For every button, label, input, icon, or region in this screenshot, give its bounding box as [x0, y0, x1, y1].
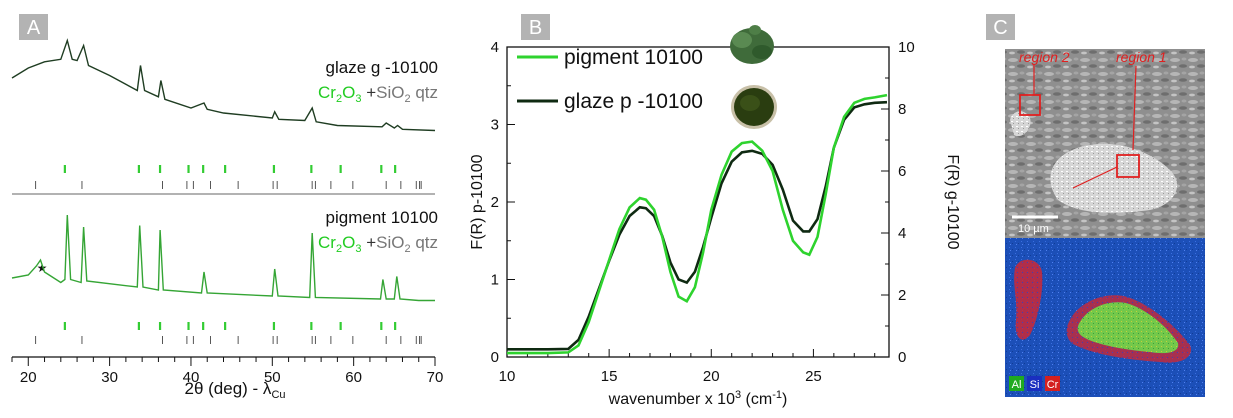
- y-tick-label-right: 8: [898, 101, 906, 118]
- panel-a: A glaze g -10100 Cr2O3 +SiO2 qtz pigment…: [11, 14, 443, 401]
- region-1-pointer: [1132, 65, 1137, 151]
- series-line-pigment: [11, 214, 435, 302]
- panel-b-y-label-right: F(R) g-10100: [944, 154, 961, 249]
- glaze-reflection-ticks: [35, 165, 422, 189]
- star-icon: ★: [37, 261, 48, 275]
- region-1-label: region 1: [1116, 49, 1167, 65]
- panel-c-letter-box: [986, 14, 1015, 40]
- eds-cr-region-left: [1014, 259, 1043, 340]
- panel-a-x-ticks: [11, 357, 436, 366]
- panel-a-letter: A: [27, 17, 41, 39]
- y-tick-label-right: 0: [898, 349, 906, 366]
- panel-a-x-label: 2θ (deg) - λCu: [185, 379, 286, 401]
- panel-b-letter-box: [521, 14, 550, 40]
- x-tick-label: 40: [183, 369, 200, 386]
- eds-al-region: [1077, 302, 1179, 354]
- y-tick-label-left: 3: [491, 117, 499, 134]
- pigment-label: pigment 10100: [326, 208, 438, 227]
- y-tick-label-left: 0: [491, 349, 499, 366]
- series-line-glaze-p: [507, 100, 888, 351]
- x-tick-label: 30: [101, 369, 118, 386]
- y-tick-label-left: 4: [491, 39, 499, 56]
- legend-label-glaze: glaze p -10100: [564, 90, 703, 113]
- y-tick-label-left: 1: [491, 272, 499, 289]
- legend-label-si: Si: [1030, 379, 1040, 391]
- panel-c: C region 2 region 1 10 µm Al Si Cr: [986, 14, 1205, 397]
- panel-a-x-tick-labels: 20 30 40 50 60 70: [20, 369, 443, 386]
- panel-b-y-label-left: F(R) p-10100: [469, 154, 486, 249]
- panel-b-right-tick-labels: 0 2 4 6 8 10: [898, 39, 915, 366]
- x-tick-label: 20: [703, 368, 720, 385]
- phase-label-top: Cr2O3 +SiO2 qtz: [318, 83, 438, 105]
- legend-swatch-al: [1009, 376, 1024, 391]
- glaze-tile-image: [731, 85, 777, 129]
- panel-c-letter: C: [993, 17, 1007, 39]
- x-tick-label: 10: [499, 368, 516, 385]
- series-line-glaze: [11, 38, 436, 132]
- panel-a-letter-box: [19, 14, 48, 40]
- pigment-reflection-ticks: [35, 322, 422, 344]
- region-2-box: [1019, 94, 1041, 116]
- y-tick-label-right: 4: [898, 225, 906, 242]
- panel-b: B 0 1 2 3 4 0 2 4 6 8 10 10 15 20 25 F(R) p-10100 F(…: [469, 14, 961, 408]
- sem-cluster-region-1: [1050, 143, 1178, 213]
- x-tick-label: 70: [427, 369, 444, 386]
- legend-label-cr: Cr: [1047, 379, 1059, 391]
- x-tick-label: 15: [601, 368, 618, 385]
- panel-b-x-label: wavenumber x 103 (cm-1): [608, 389, 788, 408]
- x-tick-label: 20: [20, 369, 37, 386]
- panel-b-x-tick-labels: 10 15 20 25: [499, 368, 822, 385]
- legend-swatch-si: [1027, 376, 1042, 391]
- panel-b-ticks: [506, 46, 889, 358]
- x-tick-label: 60: [345, 369, 362, 386]
- x-tick-label: 25: [805, 368, 822, 385]
- region-2-label: region 2: [1019, 49, 1070, 65]
- panel-b-letter: B: [529, 17, 542, 39]
- sem-cluster-left: [1010, 111, 1031, 137]
- y-tick-label-right: 2: [898, 287, 906, 304]
- legend-swatch-cr: [1045, 376, 1060, 391]
- region-1-pointer-2: [1072, 166, 1118, 189]
- pigment-powder-image: [730, 25, 774, 64]
- legend-label-al: Al: [1012, 379, 1022, 391]
- series-line-pigment-10100: [507, 93, 888, 355]
- phase-label-bottom: Cr2O3 +SiO2 qtz: [318, 233, 438, 255]
- legend-label-pigment: pigment 10100: [564, 46, 703, 69]
- glaze-label: glaze g -10100: [326, 58, 438, 77]
- region-1-box: [1116, 154, 1140, 178]
- y-tick-label-right: 10: [898, 39, 915, 56]
- y-tick-label-left: 2: [491, 194, 499, 211]
- scale-bar-label: 10 µm: [1018, 223, 1049, 235]
- x-tick-label: 50: [264, 369, 281, 386]
- y-tick-label-right: 6: [898, 163, 906, 180]
- panel-b-left-tick-labels: 0 1 2 3 4: [491, 39, 499, 366]
